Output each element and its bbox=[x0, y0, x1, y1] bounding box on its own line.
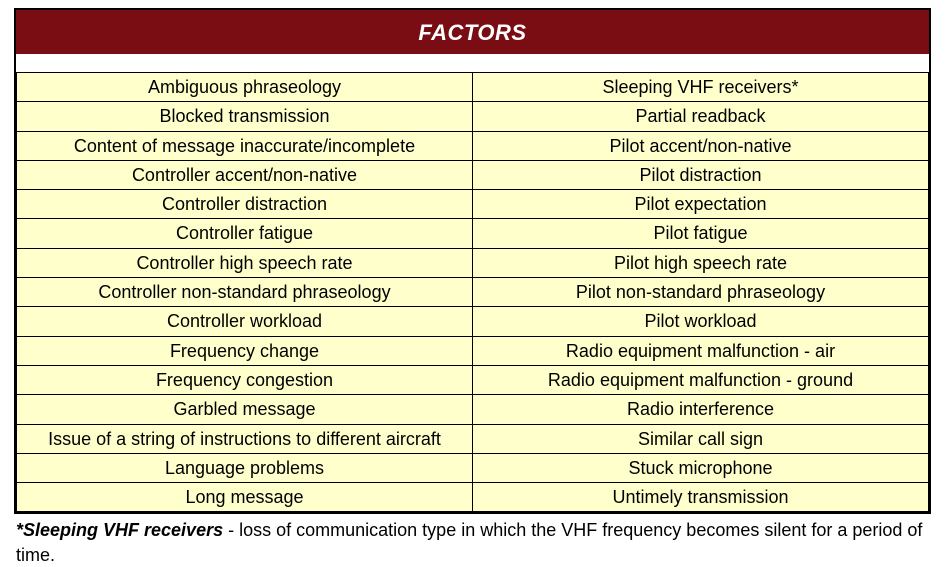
footnote-term: *Sleeping VHF receivers bbox=[16, 520, 223, 540]
factor-cell-left: Content of message inaccurate/incomplete bbox=[17, 131, 473, 160]
factor-cell-left: Frequency congestion bbox=[17, 365, 473, 394]
factor-cell-left: Language problems bbox=[17, 453, 473, 482]
factors-data-table: Ambiguous phraseologySleeping VHF receiv… bbox=[16, 72, 929, 512]
header-spacer bbox=[16, 54, 929, 72]
table-row: Controller fatiguePilot fatigue bbox=[17, 219, 929, 248]
factor-cell-left: Issue of a string of instructions to dif… bbox=[17, 424, 473, 453]
table-row: Controller accent/non-nativePilot distra… bbox=[17, 160, 929, 189]
factors-table-container: FACTORS Ambiguous phraseologySleeping VH… bbox=[14, 8, 931, 514]
factor-cell-left: Controller workload bbox=[17, 307, 473, 336]
factor-cell-right: Pilot workload bbox=[473, 307, 929, 336]
table-header: FACTORS bbox=[16, 10, 929, 54]
factor-cell-left: Long message bbox=[17, 483, 473, 512]
footnote: *Sleeping VHF receivers - loss of commun… bbox=[14, 518, 931, 567]
table-row: Long messageUntimely transmission bbox=[17, 483, 929, 512]
table-row: Frequency congestionRadio equipment malf… bbox=[17, 365, 929, 394]
table-row: Issue of a string of instructions to dif… bbox=[17, 424, 929, 453]
factor-cell-right: Similar call sign bbox=[473, 424, 929, 453]
factor-cell-left: Frequency change bbox=[17, 336, 473, 365]
factor-cell-left: Controller non-standard phraseology bbox=[17, 278, 473, 307]
factor-cell-left: Blocked transmission bbox=[17, 102, 473, 131]
factor-cell-left: Garbled message bbox=[17, 395, 473, 424]
factor-cell-right: Pilot non-standard phraseology bbox=[473, 278, 929, 307]
factor-cell-right: Pilot expectation bbox=[473, 190, 929, 219]
factor-cell-right: Stuck microphone bbox=[473, 453, 929, 482]
factor-cell-left: Controller distraction bbox=[17, 190, 473, 219]
factor-cell-right: Pilot accent/non-native bbox=[473, 131, 929, 160]
factor-cell-right: Sleeping VHF receivers* bbox=[473, 73, 929, 102]
table-row: Controller workloadPilot workload bbox=[17, 307, 929, 336]
table-row: Language problemsStuck microphone bbox=[17, 453, 929, 482]
table-row: Controller distractionPilot expectation bbox=[17, 190, 929, 219]
table-row: Controller non-standard phraseologyPilot… bbox=[17, 278, 929, 307]
table-row: Blocked transmissionPartial readback bbox=[17, 102, 929, 131]
factor-cell-right: Partial readback bbox=[473, 102, 929, 131]
factor-cell-left: Controller fatigue bbox=[17, 219, 473, 248]
factor-cell-right: Radio equipment malfunction - air bbox=[473, 336, 929, 365]
table-row: Ambiguous phraseologySleeping VHF receiv… bbox=[17, 73, 929, 102]
factor-cell-left: Ambiguous phraseology bbox=[17, 73, 473, 102]
factor-cell-right: Pilot high speech rate bbox=[473, 248, 929, 277]
table-row: Garbled messageRadio interference bbox=[17, 395, 929, 424]
table-title: FACTORS bbox=[418, 20, 526, 45]
table-row: Controller high speech ratePilot high sp… bbox=[17, 248, 929, 277]
factor-cell-left: Controller high speech rate bbox=[17, 248, 473, 277]
factor-cell-right: Untimely transmission bbox=[473, 483, 929, 512]
table-body: Ambiguous phraseologySleeping VHF receiv… bbox=[17, 73, 929, 512]
factor-cell-right: Radio interference bbox=[473, 395, 929, 424]
factor-cell-right: Pilot distraction bbox=[473, 160, 929, 189]
factor-cell-right: Pilot fatigue bbox=[473, 219, 929, 248]
table-row: Content of message inaccurate/incomplete… bbox=[17, 131, 929, 160]
factor-cell-right: Radio equipment malfunction - ground bbox=[473, 365, 929, 394]
factor-cell-left: Controller accent/non-native bbox=[17, 160, 473, 189]
table-row: Frequency changeRadio equipment malfunct… bbox=[17, 336, 929, 365]
